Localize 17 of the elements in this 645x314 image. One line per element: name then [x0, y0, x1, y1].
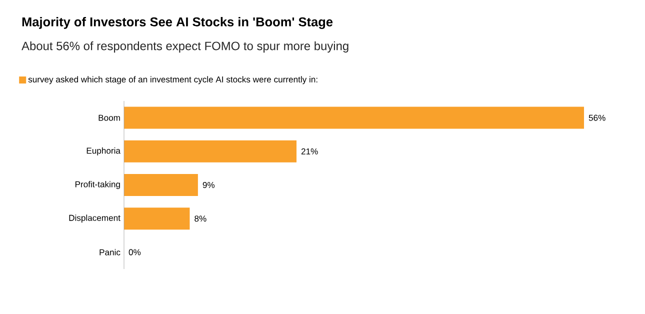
y-tick-label: Boom: [98, 114, 120, 121]
data-label: 0%: [128, 249, 141, 256]
bar: [124, 140, 297, 162]
y-tick-label: Euphoria: [86, 147, 120, 156]
bar: [124, 106, 584, 129]
chart-title: Majority of Investors See AI Stocks in 'Boom' Stage: [22, 17, 333, 29]
y-tick-label: Panic: [100, 249, 120, 256]
bar: [124, 174, 198, 196]
y-tick-label: Profit-taking: [75, 181, 120, 189]
bar: [124, 208, 190, 230]
data-label: 9%: [202, 182, 215, 188]
legend-label: survey asked which stage of an investment cycle AI stocks were currently in:: [28, 76, 318, 84]
data-label: 56%: [588, 114, 606, 121]
data-label: 21%: [301, 148, 318, 154]
y-tick-label: Displacement: [69, 214, 120, 223]
chart-subtitle: About 56% of respondents expect FOMO to spur more buying: [22, 41, 348, 53]
data-label: 8%: [194, 216, 206, 222]
